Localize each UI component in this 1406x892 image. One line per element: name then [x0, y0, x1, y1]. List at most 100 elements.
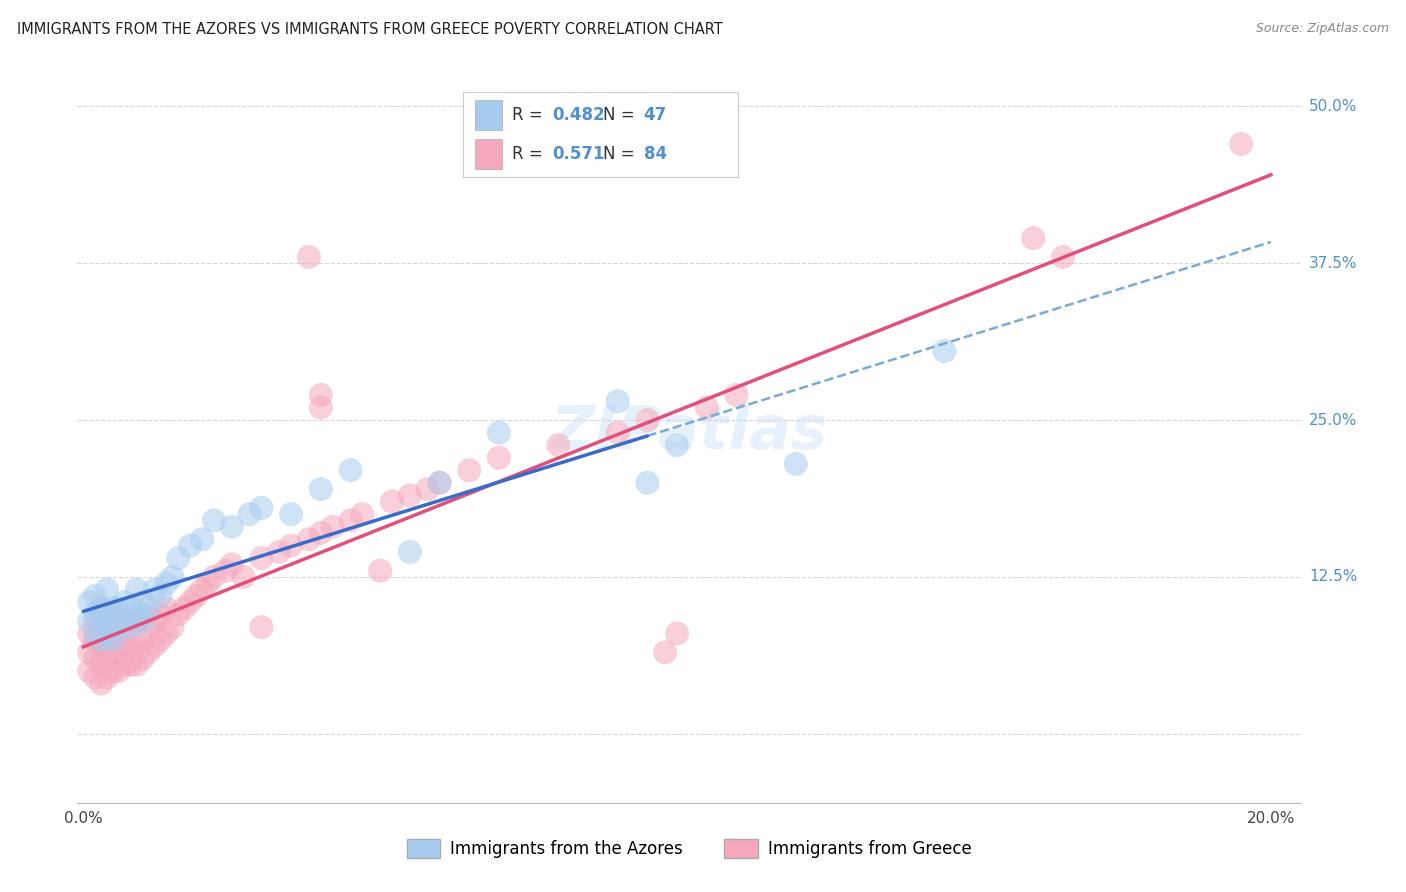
Point [191, 582, 214, 597]
Point [90, 639, 112, 653]
Point [1052, 250, 1074, 264]
Point [90, 620, 112, 634]
Point [429, 475, 451, 490]
Point [114, 657, 136, 672]
Point [108, 664, 131, 678]
Text: Source: ZipAtlas.com: Source: ZipAtlas.com [1256, 22, 1389, 36]
Text: R =: R = [512, 145, 543, 163]
Point [77, 645, 100, 659]
Point [101, 645, 124, 659]
Point [131, 614, 153, 628]
Point [114, 620, 136, 634]
Point [399, 545, 422, 559]
Point [654, 645, 676, 659]
Point [238, 507, 260, 521]
Point [666, 438, 689, 452]
Point [309, 482, 332, 496]
Point [96, 607, 118, 622]
Point [250, 620, 273, 634]
Point [96, 582, 118, 597]
Point [298, 533, 321, 547]
Point [84, 632, 107, 647]
Point [131, 607, 153, 622]
Point [167, 607, 190, 622]
Point [179, 539, 201, 553]
Point [84, 614, 107, 628]
Point [269, 545, 291, 559]
Point [215, 564, 238, 578]
Point [1230, 136, 1253, 151]
Point [101, 664, 124, 678]
Text: 50.0%: 50.0% [1309, 99, 1357, 114]
Point [143, 582, 166, 597]
Point [114, 595, 136, 609]
Point [125, 639, 148, 653]
Point [108, 607, 131, 622]
Point [114, 614, 136, 628]
Point [167, 551, 190, 566]
Point [125, 607, 148, 622]
Text: R =: R = [512, 106, 543, 124]
FancyBboxPatch shape [475, 139, 502, 169]
Point [125, 614, 148, 628]
Point [636, 475, 658, 490]
Text: 0.482: 0.482 [553, 106, 605, 124]
Point [138, 601, 160, 615]
Point [458, 463, 481, 477]
Point [636, 413, 658, 427]
Point [101, 632, 124, 647]
Point [90, 614, 112, 628]
Point [125, 657, 148, 672]
Point [120, 614, 142, 628]
Point [77, 626, 100, 640]
Point [84, 670, 107, 684]
Point [77, 614, 100, 628]
Point [399, 488, 422, 502]
Point [138, 620, 160, 634]
Point [429, 475, 451, 490]
Point [173, 601, 195, 615]
Point [298, 250, 321, 264]
Point [90, 657, 112, 672]
Point [90, 601, 112, 615]
Point [250, 500, 273, 515]
Text: 12.5%: 12.5% [1309, 569, 1357, 584]
Point [179, 595, 201, 609]
Point [280, 507, 302, 521]
Point [143, 614, 166, 628]
Point [339, 463, 361, 477]
Point [84, 651, 107, 665]
Point [143, 639, 166, 653]
Point [309, 401, 332, 415]
Point [606, 394, 628, 409]
Point [131, 595, 153, 609]
Point [352, 507, 374, 521]
Point [232, 570, 254, 584]
Point [77, 595, 100, 609]
Point [108, 645, 131, 659]
Text: IMMIGRANTS FROM THE AZORES VS IMMIGRANTS FROM GREECE POVERTY CORRELATION CHART: IMMIGRANTS FROM THE AZORES VS IMMIGRANTS… [17, 22, 723, 37]
Point [125, 582, 148, 597]
Point [114, 639, 136, 653]
Text: N =: N = [603, 106, 636, 124]
Point [155, 626, 177, 640]
Point [90, 676, 112, 690]
Point [785, 457, 807, 471]
Point [90, 632, 112, 647]
Point [191, 533, 214, 547]
Point [197, 576, 219, 591]
Point [96, 651, 118, 665]
Point [101, 607, 124, 622]
Point [108, 601, 131, 615]
Point [84, 626, 107, 640]
Point [101, 614, 124, 628]
Point [84, 589, 107, 603]
Point [96, 614, 118, 628]
Point [84, 607, 107, 622]
Point [101, 601, 124, 615]
Point [280, 539, 302, 553]
Point [488, 450, 510, 465]
Point [101, 626, 124, 640]
Point [381, 494, 404, 508]
Point [184, 589, 207, 603]
